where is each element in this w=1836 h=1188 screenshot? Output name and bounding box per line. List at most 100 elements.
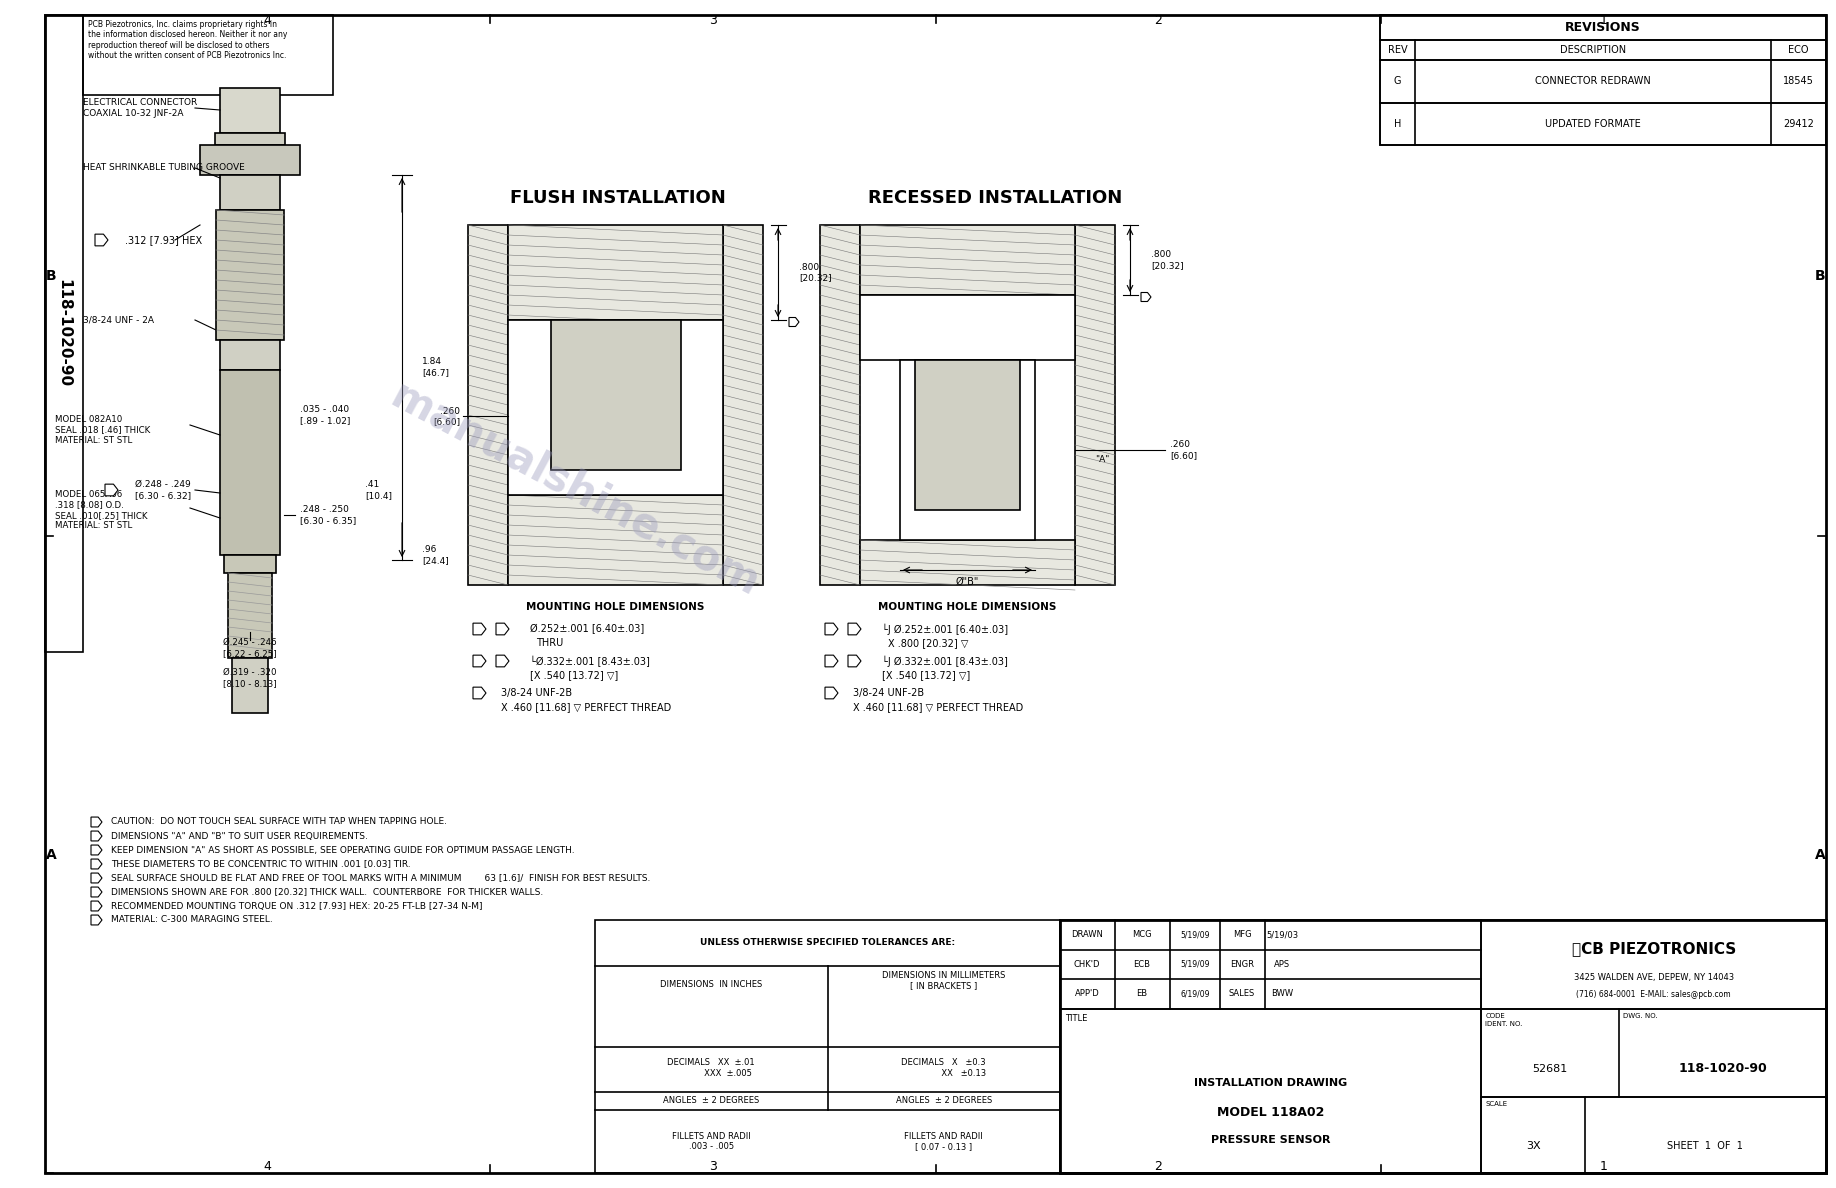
Text: .800
[20.32]: .800 [20.32]: [1151, 251, 1184, 270]
Polygon shape: [496, 655, 509, 666]
Bar: [859, 225, 1076, 295]
Text: 1: 1: [1599, 14, 1606, 27]
Text: 2: 2: [1155, 1161, 1162, 1174]
Text: Ø"B": Ø"B": [957, 577, 979, 587]
Text: SHEET  1  OF  1: SHEET 1 OF 1: [1667, 1142, 1744, 1151]
Text: H: H: [1394, 119, 1401, 128]
Text: .260
[6.60]: .260 [6.60]: [433, 406, 461, 426]
Text: REV: REV: [1388, 45, 1408, 55]
Text: MODEL 082A10
SEAL .018 [.46] THICK
MATERIAL: ST STL: MODEL 082A10 SEAL .018 [.46] THICK MATER…: [55, 415, 151, 444]
Bar: [220, 340, 281, 369]
Bar: [1059, 1009, 1482, 1173]
Polygon shape: [848, 624, 861, 634]
Text: 4: 4: [94, 873, 99, 883]
Text: manualshine.com: manualshine.com: [384, 374, 767, 605]
Text: Ø.245 - .246
[6.22 - 6.25]: Ø.245 - .246 [6.22 - 6.25]: [224, 638, 277, 658]
Text: ANGLES  ± 2 DEGREES: ANGLES ± 2 DEGREES: [663, 1097, 760, 1105]
Bar: [1059, 920, 1827, 1173]
Text: DWG. NO.: DWG. NO.: [1623, 1012, 1658, 1018]
Text: 3: 3: [709, 14, 716, 27]
Bar: [231, 658, 268, 713]
Polygon shape: [474, 655, 487, 666]
Bar: [900, 360, 1036, 541]
Polygon shape: [92, 873, 103, 883]
Polygon shape: [92, 832, 103, 841]
Text: .035 - .040
[.89 - 1.02]: .035 - .040 [.89 - 1.02]: [299, 405, 351, 424]
Text: DIMENSIONS  IN INCHES: DIMENSIONS IN INCHES: [661, 980, 762, 990]
Text: B: B: [46, 268, 57, 283]
Text: .800
[20.32]: .800 [20.32]: [799, 263, 832, 283]
Text: 8: 8: [476, 689, 481, 697]
Text: 5/19/09: 5/19/09: [1181, 960, 1210, 968]
Text: 4: 4: [264, 14, 272, 27]
Text: 3425 WALDEN AVE, DEPEW, NY 14043: 3425 WALDEN AVE, DEPEW, NY 14043: [1573, 973, 1733, 982]
Bar: [509, 320, 723, 495]
Text: 1: 1: [94, 916, 99, 924]
Text: SALES: SALES: [1228, 990, 1256, 998]
Text: 2: 2: [1155, 14, 1162, 27]
Text: DIMENSIONS IN MILLIMETERS
[ IN BRACKETS ]: DIMENSIONS IN MILLIMETERS [ IN BRACKETS …: [881, 971, 1006, 991]
Bar: [46, 15, 83, 652]
Bar: [595, 920, 1059, 1173]
Polygon shape: [474, 687, 487, 699]
Bar: [1381, 61, 1827, 102]
Text: MATERIAL: C-300 MARAGING STEEL.: MATERIAL: C-300 MARAGING STEEL.: [110, 916, 274, 924]
Text: 3: 3: [828, 625, 834, 633]
Text: 118-1020-90: 118-1020-90: [1678, 1062, 1766, 1075]
Text: .260
[6.60]: .260 [6.60]: [1170, 441, 1197, 460]
Text: ELECTRICAL CONNECTOR
COAXIAL 10-32 JNF-2A: ELECTRICAL CONNECTOR COAXIAL 10-32 JNF-2…: [83, 99, 196, 118]
Text: Ø.252±.001 [6.40±.03]: Ø.252±.001 [6.40±.03]: [531, 624, 644, 634]
Text: FLUSH INSTALLATION: FLUSH INSTALLATION: [510, 189, 725, 207]
Text: 6/19/09: 6/19/09: [1181, 990, 1210, 998]
Bar: [1482, 1009, 1827, 1097]
Polygon shape: [824, 655, 837, 666]
Text: MODEL 065A06
.318 [8.08] O.D.
SEAL .010[.25] THICK
MATERIAL: ST STL: MODEL 065A06 .318 [8.08] O.D. SEAL .010[…: [55, 489, 147, 530]
Text: TITLE: TITLE: [1065, 1013, 1087, 1023]
Text: 3: 3: [791, 317, 797, 327]
Text: A: A: [46, 847, 57, 861]
Bar: [551, 320, 681, 470]
Text: 8: 8: [94, 817, 99, 827]
Text: UNLESS OTHERWISE SPECIFIED TOLERANCES ARE:: UNLESS OTHERWISE SPECIFIED TOLERANCES AR…: [700, 939, 955, 947]
Text: B: B: [1814, 268, 1825, 283]
Polygon shape: [95, 234, 108, 246]
Bar: [224, 555, 275, 573]
Text: DIMENSIONS SHOWN ARE FOR .800 [20.32] THICK WALL.  COUNTERBORE  FOR THICKER WALL: DIMENSIONS SHOWN ARE FOR .800 [20.32] TH…: [110, 887, 543, 897]
Text: .41
[10.4]: .41 [10.4]: [365, 480, 393, 500]
Text: 5: 5: [850, 657, 857, 665]
Polygon shape: [92, 859, 103, 868]
Bar: [228, 573, 272, 658]
Text: CODE: CODE: [1485, 1012, 1506, 1018]
Text: 3: 3: [94, 887, 99, 897]
Bar: [1059, 920, 1482, 1009]
Text: IDENT. NO.: IDENT. NO.: [1485, 1020, 1522, 1026]
Text: [X .540 [13.72] ▽]: [X .540 [13.72] ▽]: [881, 670, 969, 680]
Bar: [1381, 15, 1827, 40]
Text: ⓅCB PIEZOTRONICS: ⓅCB PIEZOTRONICS: [1572, 941, 1735, 956]
Bar: [914, 360, 1021, 510]
Polygon shape: [496, 624, 509, 634]
Polygon shape: [92, 915, 103, 925]
Text: 4: 4: [828, 657, 834, 665]
Bar: [1381, 40, 1827, 61]
Text: APS: APS: [1274, 960, 1291, 968]
Text: HEAT SHRINKABLE TUBING GROOVE: HEAT SHRINKABLE TUBING GROOVE: [83, 164, 244, 172]
Bar: [509, 495, 723, 584]
Text: 2: 2: [108, 486, 114, 494]
Text: ENGR: ENGR: [1230, 960, 1254, 968]
Text: DIMENSIONS "A" AND "B" TO SUIT USER REQUIREMENTS.: DIMENSIONS "A" AND "B" TO SUIT USER REQU…: [110, 832, 367, 840]
Bar: [1381, 102, 1827, 145]
Text: 118-1020-90: 118-1020-90: [57, 279, 72, 387]
Text: └J Ø.332±.001 [8.43±.03]: └J Ø.332±.001 [8.43±.03]: [881, 656, 1008, 666]
Text: THRU: THRU: [536, 638, 564, 647]
Text: INSTALLATION DRAWING: INSTALLATION DRAWING: [1193, 1078, 1348, 1087]
Text: "A": "A": [1096, 455, 1111, 463]
Text: 4: 4: [264, 1161, 272, 1174]
Text: UPDATED FORMATE: UPDATED FORMATE: [1546, 119, 1641, 128]
Text: 3/8-24 UNF-2B: 3/8-24 UNF-2B: [854, 688, 924, 699]
Text: MOUNTING HOLE DIMENSIONS: MOUNTING HOLE DIMENSIONS: [878, 602, 1058, 612]
Text: X .800 [20.32] ▽: X .800 [20.32] ▽: [889, 638, 968, 647]
Text: 3: 3: [476, 625, 481, 633]
Polygon shape: [92, 817, 103, 827]
Text: 8: 8: [828, 689, 834, 697]
